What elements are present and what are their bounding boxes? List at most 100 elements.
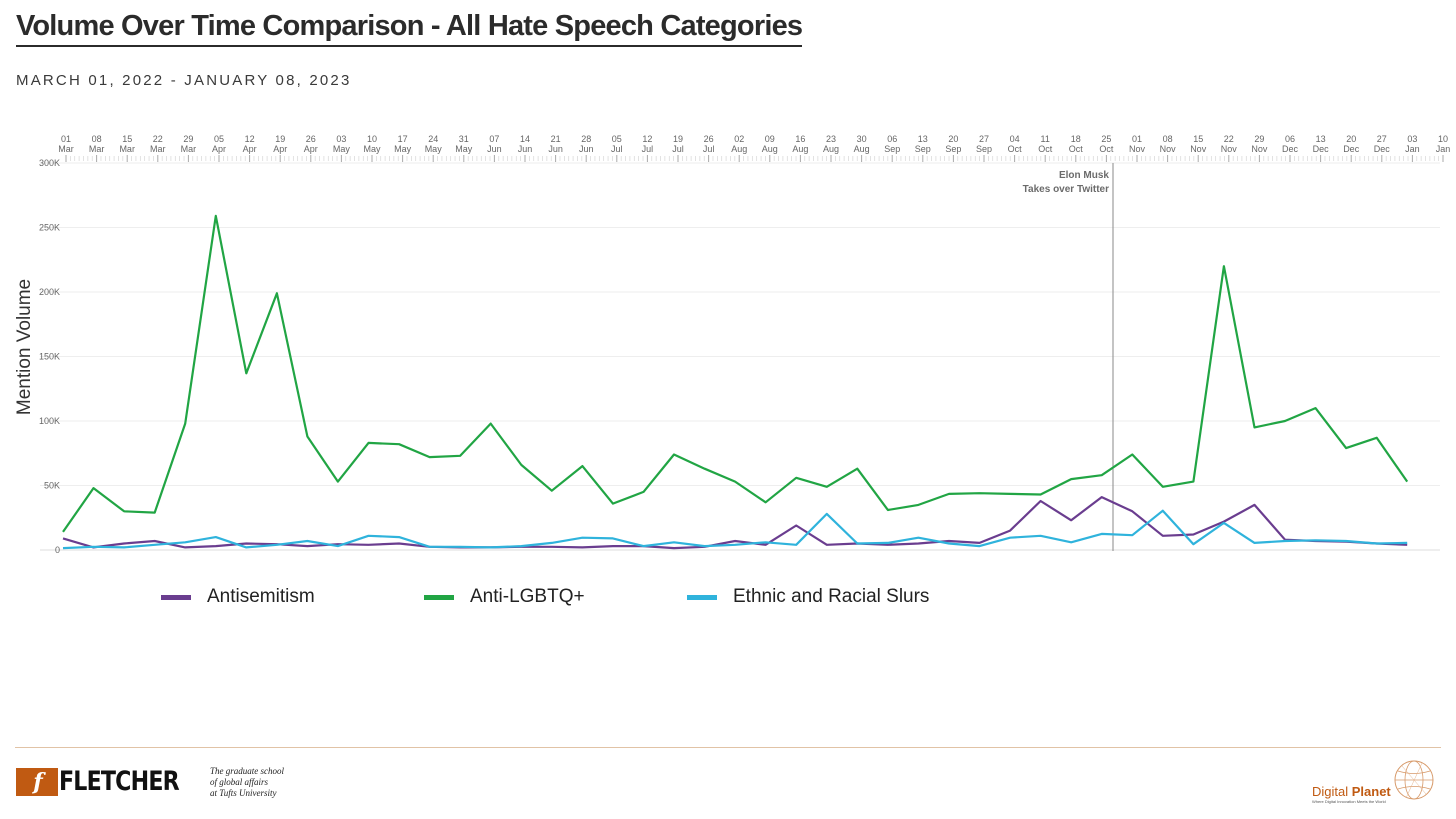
series-lines bbox=[62, 214, 1409, 550]
x-tick-day: 04 bbox=[1010, 134, 1020, 144]
x-tick-month: Mar bbox=[58, 144, 74, 154]
x-tick-month: Sep bbox=[976, 144, 992, 154]
x-tick-month: Jun bbox=[487, 144, 502, 154]
x-tick-month: Jun bbox=[579, 144, 594, 154]
series-line-ethnic-racial bbox=[62, 509, 1408, 550]
x-tick-day: 03 bbox=[1407, 134, 1417, 144]
x-tick-day: 22 bbox=[153, 134, 163, 144]
x-tick-month: Oct bbox=[1069, 144, 1084, 154]
fletcher-logo: f FLETCHER bbox=[16, 766, 205, 797]
x-tick-month: Sep bbox=[945, 144, 961, 154]
x-tick-day: 18 bbox=[1071, 134, 1081, 144]
x-tick-day: 03 bbox=[336, 134, 346, 144]
x-tick-month: Nov bbox=[1160, 144, 1177, 154]
x-tick-day: 26 bbox=[306, 134, 316, 144]
series-line-antisemitism bbox=[62, 496, 1408, 550]
fletcher-tagline-line3: at Tufts University bbox=[210, 788, 277, 798]
x-tick-month: Mar bbox=[119, 144, 135, 154]
y-tick-label: 50K bbox=[44, 481, 60, 491]
x-tick-day: 24 bbox=[428, 134, 438, 144]
x-tick-day: 19 bbox=[275, 134, 285, 144]
x-tick-month: Jun bbox=[548, 144, 563, 154]
line-chart: 01Mar08Mar15Mar22Mar29Mar05Apr12Apr19Apr… bbox=[14, 134, 1450, 555]
x-tick-day: 09 bbox=[765, 134, 775, 144]
x-tick-month: May bbox=[394, 144, 412, 154]
y-axis-label: Mention Volume bbox=[14, 279, 35, 415]
series-line-anti-lgbtq bbox=[62, 214, 1409, 533]
x-tick-month: Nov bbox=[1251, 144, 1268, 154]
globe-icon bbox=[1394, 760, 1434, 800]
digital-planet-name: Digital Planet bbox=[1312, 784, 1391, 799]
x-tick-month: Mar bbox=[150, 144, 166, 154]
x-tick-day: 20 bbox=[1346, 134, 1356, 144]
legend-item-antisemitism: Antisemitism bbox=[161, 586, 315, 608]
x-tick-month: Jan bbox=[1405, 144, 1420, 154]
legend-label-ethnic-racial: Ethnic and Racial Slurs bbox=[733, 586, 930, 607]
x-tick-month: May bbox=[455, 144, 473, 154]
x-tick-day: 01 bbox=[61, 134, 71, 144]
x-tick-day: 05 bbox=[214, 134, 224, 144]
footer-divider bbox=[15, 747, 1441, 748]
x-tick-month: Aug bbox=[792, 144, 808, 154]
legend-swatch-anti-lgbtq bbox=[424, 594, 454, 600]
fletcher-wordmark: FLETCHER bbox=[59, 766, 180, 797]
digital-planet-tagline: Where Digital Innovation Meets the World bbox=[1312, 799, 1386, 804]
page-title: Volume Over Time Comparison - All Hate S… bbox=[16, 10, 803, 47]
x-tick-month: Aug bbox=[731, 144, 747, 154]
x-tick-day: 02 bbox=[734, 134, 744, 144]
x-tick-month: Aug bbox=[762, 144, 778, 154]
x-tick-month: Aug bbox=[823, 144, 839, 154]
y-tick-label: 300K bbox=[39, 158, 60, 168]
fletcher-tagline: The graduate school of global affairs at… bbox=[210, 766, 290, 799]
x-axis: 01Mar08Mar15Mar22Mar29Mar05Apr12Apr19Apr… bbox=[58, 134, 1450, 162]
x-tick-month: Jul bbox=[703, 144, 715, 154]
x-tick-month: Nov bbox=[1221, 144, 1238, 154]
x-tick-month: May bbox=[333, 144, 351, 154]
x-tick-day: 13 bbox=[918, 134, 928, 144]
x-tick-day: 17 bbox=[398, 134, 408, 144]
x-tick-month: Mar bbox=[181, 144, 197, 154]
x-tick-month: Jul bbox=[642, 144, 654, 154]
x-tick-day: 31 bbox=[459, 134, 469, 144]
x-tick-day: 15 bbox=[122, 134, 132, 144]
x-tick-month: Jul bbox=[672, 144, 684, 154]
x-tick-day: 08 bbox=[92, 134, 102, 144]
legend-item-anti-lgbtq: Anti-LGBTQ+ bbox=[424, 586, 585, 608]
x-tick-day: 01 bbox=[1132, 134, 1142, 144]
x-tick-day: 29 bbox=[183, 134, 193, 144]
chart-legend: Antisemitism Anti-LGBTQ+ Ethnic and Raci… bbox=[0, 586, 1000, 616]
x-tick-day: 08 bbox=[1163, 134, 1173, 144]
y-tick-label: 100K bbox=[39, 416, 60, 426]
x-tick-day: 12 bbox=[245, 134, 255, 144]
x-tick-month: Jun bbox=[518, 144, 533, 154]
x-tick-month: Nov bbox=[1129, 144, 1146, 154]
x-tick-day: 19 bbox=[673, 134, 683, 144]
x-tick-month: Apr bbox=[273, 144, 287, 154]
x-tick-month: Sep bbox=[915, 144, 931, 154]
x-tick-day: 26 bbox=[704, 134, 714, 144]
x-tick-day: 07 bbox=[489, 134, 499, 144]
y-tick-label: 250K bbox=[39, 223, 60, 233]
x-tick-month: Sep bbox=[884, 144, 900, 154]
x-tick-day: 11 bbox=[1041, 134, 1050, 144]
x-tick-day: 06 bbox=[1285, 134, 1295, 144]
legend-item-ethnic-racial: Ethnic and Racial Slurs bbox=[687, 586, 929, 608]
x-tick-day: 06 bbox=[887, 134, 897, 144]
x-tick-day: 27 bbox=[1377, 134, 1387, 144]
x-tick-month: Oct bbox=[1038, 144, 1053, 154]
x-tick-month: Aug bbox=[854, 144, 870, 154]
x-tick-day: 23 bbox=[826, 134, 836, 144]
x-tick-month: Oct bbox=[1008, 144, 1023, 154]
legend-label-anti-lgbtq: Anti-LGBTQ+ bbox=[470, 586, 585, 607]
digital-planet-logo: Digital Planet Where Digital Innovation … bbox=[1300, 756, 1440, 806]
y-tick-label: 150K bbox=[39, 352, 60, 362]
x-tick-month: Apr bbox=[212, 144, 226, 154]
x-tick-month: Dec bbox=[1343, 144, 1360, 154]
y-axis: 0 50K 100K 150K 200K 250K 300K bbox=[39, 158, 60, 555]
x-tick-day: 30 bbox=[857, 134, 867, 144]
musk-annotation: Elon Musk Takes over Twitter bbox=[1023, 163, 1114, 551]
x-tick-month: Apr bbox=[304, 144, 318, 154]
x-tick-day: 28 bbox=[581, 134, 591, 144]
y-tick-label: 200K bbox=[39, 287, 60, 297]
x-tick-day: 13 bbox=[1316, 134, 1326, 144]
